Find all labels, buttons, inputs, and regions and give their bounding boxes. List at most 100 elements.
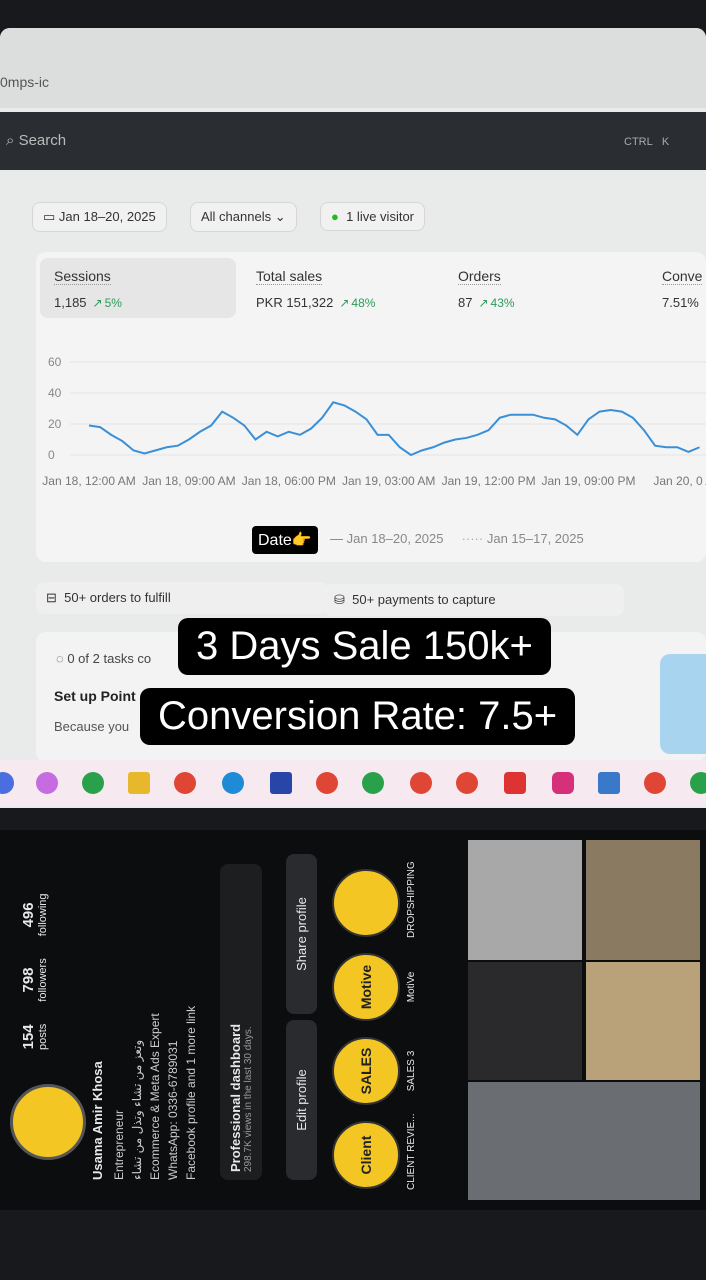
task-progress: ◌ 0 of 2 tasks co bbox=[56, 651, 152, 666]
dashboard-title: Professional dashboard bbox=[228, 1023, 243, 1172]
bio-line: وتعز من تشاء وتذل من تشاء bbox=[130, 1039, 144, 1180]
icon[interactable] bbox=[456, 772, 478, 794]
highlight-label: DROPSHIPPING bbox=[406, 861, 417, 938]
highlight[interactable]: Client CLIENT REVIE... bbox=[332, 1113, 417, 1190]
metric: Sessions 1,185 ↗ 5% bbox=[54, 268, 122, 310]
setup-text: Because you bbox=[54, 719, 130, 734]
payments-task[interactable]: ⛁ 50+ payments to capture bbox=[324, 584, 624, 616]
bio-line: Entrepreneur bbox=[112, 1109, 126, 1180]
metric: Orders 87 ↗ 43% bbox=[458, 268, 515, 310]
metric-value: 1,185 ↗ 5% bbox=[54, 295, 122, 310]
y-tick-label: 0 bbox=[48, 448, 55, 462]
progress-text: 0 of 2 tasks co bbox=[67, 651, 152, 666]
x-tick-label: Jan 19, 12:00 PM bbox=[441, 474, 536, 488]
highlight-badge: SALES bbox=[332, 1037, 400, 1105]
channel-filter[interactable]: All channels ⌄ bbox=[190, 202, 297, 232]
value: 7.51% bbox=[662, 295, 699, 310]
button[interactable]: Share profile bbox=[286, 854, 317, 1014]
button[interactable]: Edit profile bbox=[286, 1020, 317, 1180]
visitors: ● 1 live visitor bbox=[320, 202, 426, 231]
stat-label: following bbox=[37, 893, 49, 937]
icon[interactable] bbox=[270, 772, 292, 794]
highlight-badge: Motive bbox=[332, 953, 400, 1021]
icon[interactable] bbox=[410, 772, 432, 794]
metric-label: Conve bbox=[662, 268, 703, 285]
setup-title: Set up Point bbox=[54, 688, 136, 704]
y-tick-label: 40 bbox=[48, 386, 62, 400]
post[interactable] bbox=[468, 962, 582, 1080]
search-text: Search bbox=[18, 132, 67, 149]
highlight-label: CLIENT REVIE... bbox=[406, 1113, 417, 1190]
x-tick-label: Jan 19, 09:00 PM bbox=[541, 474, 636, 488]
legend-item: Jan 15–17, 2025 bbox=[486, 531, 584, 546]
highlight-label: MotiVe bbox=[406, 971, 417, 1003]
browser-bar bbox=[0, 28, 706, 108]
shortcut: CTRL K bbox=[624, 136, 669, 148]
orders-task[interactable]: ⊟ 50+ orders to fulfill bbox=[36, 582, 328, 614]
metric-label: Orders bbox=[458, 268, 501, 285]
highlight[interactable]: Motive MotiVe bbox=[332, 952, 417, 1022]
icon[interactable] bbox=[598, 772, 620, 794]
post[interactable] bbox=[586, 962, 700, 1080]
date: Jan 18–20, 2025 bbox=[58, 209, 156, 224]
key: K bbox=[661, 136, 670, 148]
post[interactable] bbox=[468, 1082, 700, 1200]
stat: 798 followers bbox=[20, 958, 49, 1001]
icon[interactable] bbox=[0, 772, 14, 794]
dashboard-sub: 298.7K views in the last 30 days. bbox=[243, 1026, 254, 1172]
bio: Entrepreneur وتعز من تشاء وتذل من تشاء Eco… bbox=[110, 1006, 200, 1180]
icon[interactable] bbox=[504, 772, 526, 794]
post-grid bbox=[468, 840, 700, 1200]
icon[interactable] bbox=[316, 772, 338, 794]
avatar[interactable] bbox=[10, 1084, 86, 1160]
legend: — Jan 18–20, 2025 ····· Jan 15–17, 2025 bbox=[330, 531, 584, 546]
change: ↗ bbox=[339, 296, 350, 310]
highlight[interactable]: DROPSHIPPING bbox=[332, 861, 417, 938]
sessions-line bbox=[88, 401, 700, 457]
bio-line: Facebook profile and 1 more link bbox=[184, 1005, 198, 1180]
highlight-badge bbox=[332, 869, 400, 937]
icon[interactable] bbox=[644, 772, 666, 794]
stat-value: 798 bbox=[20, 967, 37, 993]
highlight-badge: Client bbox=[332, 1121, 400, 1189]
y-tick-label: 20 bbox=[48, 417, 62, 431]
x-tick-label: Jan 19, 03:00 AM bbox=[341, 474, 436, 488]
search-bar[interactable] bbox=[0, 112, 706, 170]
post[interactable] bbox=[468, 840, 582, 960]
y-tick-label: 60 bbox=[48, 355, 62, 369]
icon[interactable] bbox=[36, 772, 58, 794]
change: 48% bbox=[351, 296, 376, 310]
buttons: Edit profile Share profile bbox=[286, 848, 317, 1180]
stat-label: followers bbox=[37, 958, 49, 1002]
metric-value: 87 ↗ 43% bbox=[458, 295, 515, 310]
date-filter[interactable]: ▭ Jan 18–20, 2025 bbox=[32, 202, 167, 232]
taskbar bbox=[0, 760, 706, 806]
highlight[interactable]: SALES SALES 3 bbox=[332, 1036, 417, 1106]
search[interactable]: ⌕ Search bbox=[6, 132, 67, 149]
icon[interactable] bbox=[128, 772, 150, 794]
bio-line: WhatsApp: 0336-6789031 bbox=[166, 1040, 180, 1180]
icon[interactable] bbox=[690, 772, 706, 794]
change: ↗ bbox=[92, 296, 103, 310]
legend-item: Jan 18–20, 2025 bbox=[346, 531, 444, 546]
icon[interactable] bbox=[174, 772, 196, 794]
icon[interactable] bbox=[82, 772, 104, 794]
stat-value: 154 bbox=[20, 1024, 37, 1050]
value: 87 bbox=[458, 295, 473, 310]
chart: 0 20 40 60 bbox=[48, 355, 706, 462]
stats: 154 posts 798 followers 496 following bbox=[20, 871, 49, 1050]
highlight-label: SALES 3 bbox=[406, 1050, 417, 1092]
icon[interactable] bbox=[552, 772, 574, 794]
x-tick-label: Jan 18, 06:00 PM bbox=[241, 474, 336, 488]
metric-highlight bbox=[40, 258, 236, 318]
stat: 154 posts bbox=[20, 1024, 49, 1050]
date-hint: Date👉 bbox=[252, 526, 318, 554]
side-panel bbox=[660, 654, 706, 754]
metric-label: Total sales bbox=[256, 268, 323, 285]
icon[interactable] bbox=[362, 772, 384, 794]
dashboard[interactable]: Professional dashboard 298.7K views in t… bbox=[220, 864, 262, 1180]
icon[interactable] bbox=[222, 772, 244, 794]
key: CTRL bbox=[624, 136, 653, 148]
post[interactable] bbox=[586, 840, 700, 960]
metric-value: 7.51% bbox=[662, 295, 702, 310]
